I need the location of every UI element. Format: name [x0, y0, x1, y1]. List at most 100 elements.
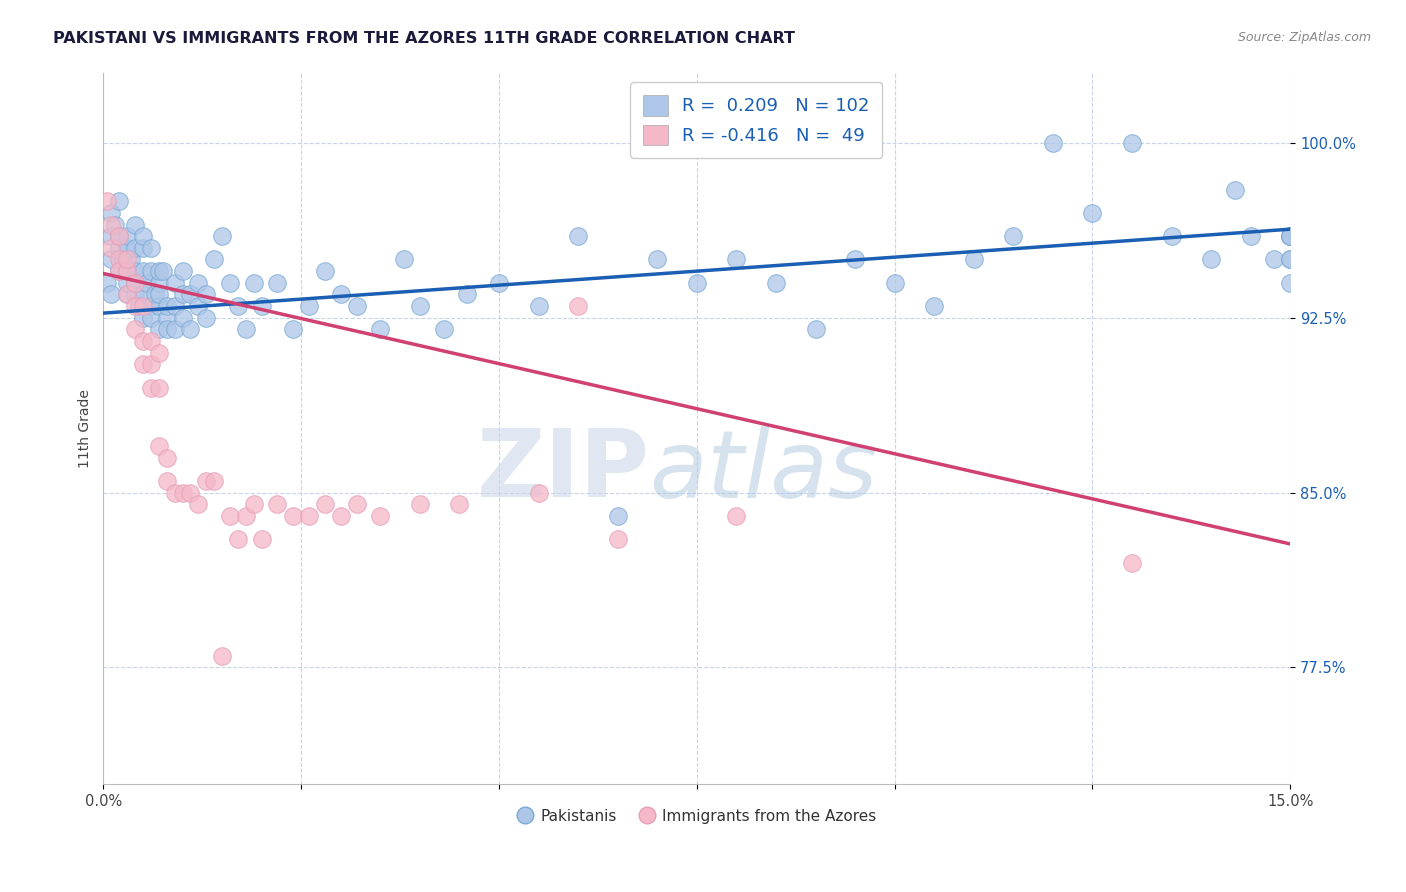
Point: [266, 276, 288, 290]
Point: [139, 264, 162, 278]
Point: [148, 287, 170, 301]
Point: [156, 299, 179, 313]
Point: [226, 299, 249, 313]
Point: [250, 533, 273, 547]
Point: [179, 485, 201, 500]
Point: [163, 322, 186, 336]
Point: [132, 264, 155, 278]
Point: [124, 264, 146, 278]
Point: [686, 276, 709, 290]
Text: PAKISTANI VS IMMIGRANTS FROM THE AZORES 11TH GRADE CORRELATION CHART: PAKISTANI VS IMMIGRANTS FROM THE AZORES …: [53, 31, 796, 46]
Point: [115, 252, 138, 267]
Point: [645, 252, 668, 267]
Point: [1279, 229, 1302, 244]
Point: [172, 310, 194, 325]
Point: [124, 241, 146, 255]
Point: [195, 474, 218, 488]
Point: [606, 533, 628, 547]
Point: [108, 229, 131, 244]
Point: [844, 252, 866, 267]
Point: [765, 276, 787, 290]
Point: [1081, 206, 1104, 220]
Point: [124, 276, 146, 290]
Point: [132, 229, 155, 244]
Point: [156, 450, 179, 465]
Point: [329, 287, 352, 301]
Point: [172, 264, 194, 278]
Point: [96, 276, 118, 290]
Point: [250, 299, 273, 313]
Point: [124, 299, 146, 313]
Point: [187, 497, 209, 511]
Point: [1199, 252, 1222, 267]
Point: [211, 229, 233, 244]
Point: [132, 287, 155, 301]
Point: [139, 310, 162, 325]
Point: [567, 299, 589, 313]
Point: [132, 299, 155, 313]
Point: [104, 218, 127, 232]
Point: [100, 252, 122, 267]
Point: [456, 287, 478, 301]
Point: [242, 497, 264, 511]
Point: [132, 334, 155, 348]
Point: [139, 241, 162, 255]
Point: [156, 322, 179, 336]
Point: [108, 229, 131, 244]
Point: [124, 276, 146, 290]
Point: [135, 276, 157, 290]
Point: [195, 287, 218, 301]
Point: [804, 322, 827, 336]
Point: [1279, 252, 1302, 267]
Point: [368, 508, 391, 523]
Point: [1223, 183, 1246, 197]
Point: [298, 299, 321, 313]
Point: [108, 194, 131, 209]
Point: [163, 299, 186, 313]
Point: [235, 322, 257, 336]
Point: [139, 334, 162, 348]
Text: ZIP: ZIP: [477, 425, 650, 517]
Point: [124, 287, 146, 301]
Point: [346, 497, 368, 511]
Point: [108, 252, 131, 267]
Point: [100, 218, 122, 232]
Point: [179, 287, 201, 301]
Point: [152, 264, 174, 278]
Point: [148, 264, 170, 278]
Point: [488, 276, 510, 290]
Point: [132, 358, 155, 372]
Point: [100, 241, 122, 255]
Point: [1002, 229, 1025, 244]
Point: [226, 533, 249, 547]
Point: [179, 322, 201, 336]
Point: [108, 241, 131, 255]
Legend: Pakistanis, Immigrants from the Azores: Pakistanis, Immigrants from the Azores: [510, 803, 883, 830]
Point: [195, 310, 218, 325]
Point: [346, 299, 368, 313]
Point: [148, 299, 170, 313]
Point: [298, 508, 321, 523]
Point: [409, 299, 432, 313]
Point: [1279, 276, 1302, 290]
Point: [1240, 229, 1263, 244]
Point: [283, 508, 305, 523]
Point: [922, 299, 945, 313]
Point: [148, 322, 170, 336]
Point: [108, 264, 131, 278]
Point: [202, 474, 225, 488]
Point: [283, 322, 305, 336]
Point: [1042, 136, 1064, 150]
Point: [527, 299, 550, 313]
Point: [115, 229, 138, 244]
Point: [115, 287, 138, 301]
Text: Source: ZipAtlas.com: Source: ZipAtlas.com: [1237, 31, 1371, 45]
Point: [112, 252, 135, 267]
Point: [219, 276, 242, 290]
Point: [449, 497, 471, 511]
Point: [1263, 252, 1285, 267]
Point: [148, 439, 170, 453]
Point: [148, 381, 170, 395]
Point: [1279, 252, 1302, 267]
Text: atlas: atlas: [650, 425, 877, 516]
